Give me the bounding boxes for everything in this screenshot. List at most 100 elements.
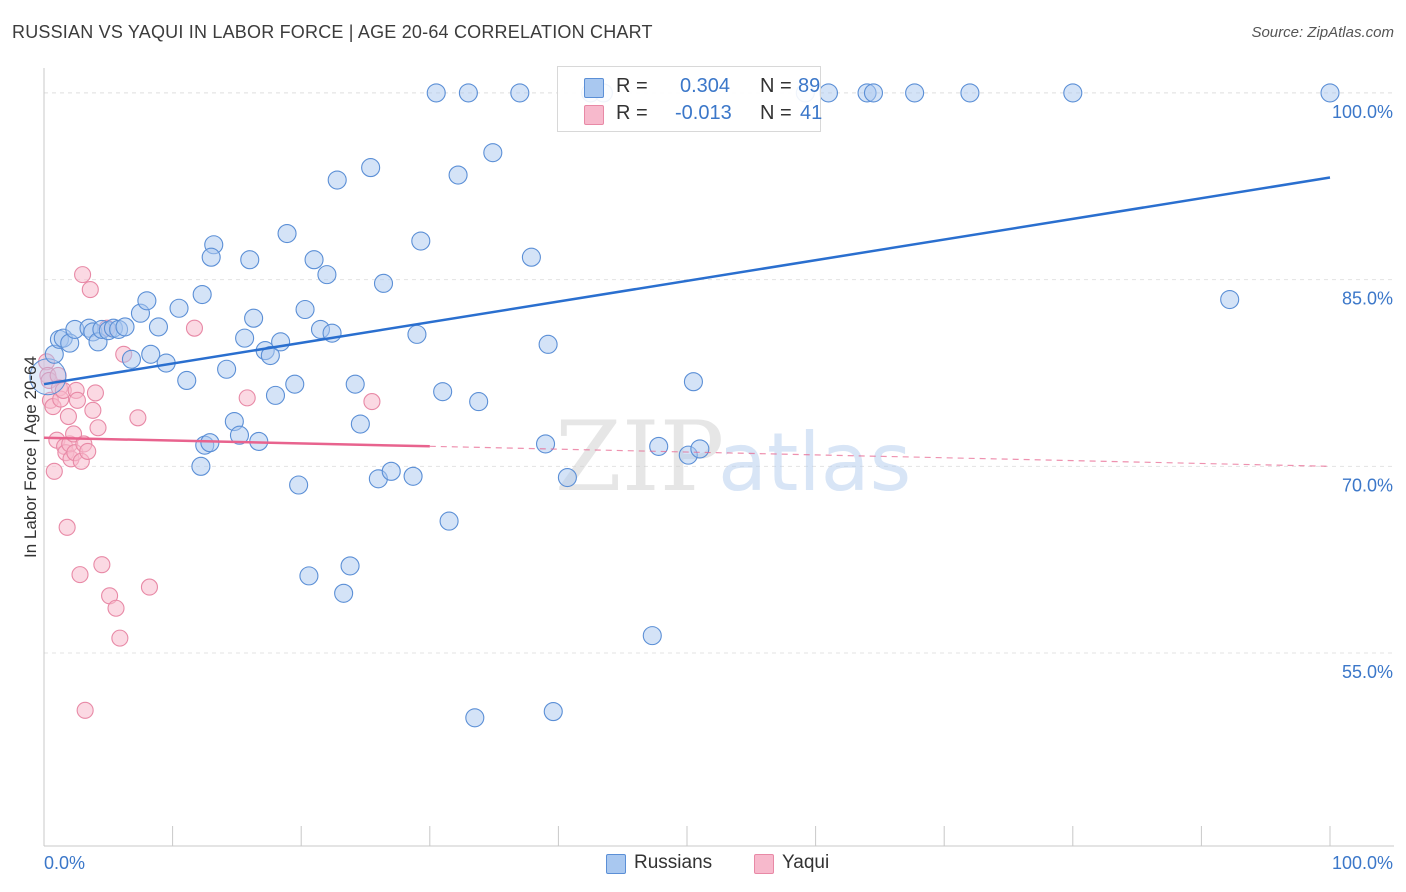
russians-point <box>299 566 319 586</box>
russians-point <box>115 317 135 337</box>
yaqui-trend-line <box>43 436 430 448</box>
yaqui-point <box>140 578 159 596</box>
russians-point <box>458 83 478 103</box>
gridlines <box>44 92 1394 654</box>
yaqui-point <box>84 401 102 419</box>
russians-point <box>439 511 459 531</box>
russians-point <box>557 467 577 488</box>
russians-point <box>649 436 669 456</box>
yaqui-point <box>129 409 147 427</box>
russians-point <box>217 359 237 379</box>
russians-point <box>905 83 925 103</box>
russians-point <box>483 143 503 163</box>
yaqui-point <box>45 462 63 480</box>
russians-point <box>277 224 297 244</box>
y-tick-label: 100.0% <box>1332 102 1393 122</box>
russians-point <box>327 170 347 190</box>
yaqui-point <box>185 319 204 337</box>
russians-point <box>317 265 337 285</box>
russians-point <box>289 475 309 495</box>
russians-point <box>192 285 212 305</box>
russians-point <box>244 308 264 328</box>
russians-point <box>535 434 556 454</box>
yaqui-point <box>107 599 125 617</box>
chart-title: RUSSIAN VS YAQUI IN LABOR FORCE | AGE 20… <box>12 22 653 42</box>
axes <box>43 68 1394 847</box>
legend-r-value: 0.304 <box>680 75 731 97</box>
legend-r-label: R = <box>616 75 648 97</box>
y-axis-label: In Labor Force | Age 20-64 <box>21 356 40 558</box>
russians-point <box>304 250 324 270</box>
russians-point <box>690 439 710 459</box>
russians-point <box>469 392 489 412</box>
yaqui-point <box>76 701 94 719</box>
legend-n-value: 89 <box>798 75 821 97</box>
russians-point <box>543 702 563 722</box>
russians-point <box>863 83 884 103</box>
russians-trend-line <box>43 176 1331 386</box>
russians-point <box>295 299 315 320</box>
y-tick-label: 55.0% <box>1342 662 1393 682</box>
russians-point <box>285 374 305 394</box>
yaqui-point <box>81 281 99 299</box>
russians-point <box>521 247 541 267</box>
russians-point <box>345 374 365 394</box>
russians-point <box>407 324 427 344</box>
y-tick-label: 85.0% <box>1342 289 1393 309</box>
legend-r-value: -0.013 <box>675 102 732 124</box>
russians-point <box>240 250 260 270</box>
series-legend-label: Russians <box>634 852 713 873</box>
russians-point <box>334 583 354 603</box>
trend-lines <box>43 176 1331 467</box>
russians-point <box>340 556 360 576</box>
watermark-atlas: atlas <box>718 416 911 509</box>
yaqui-point <box>59 407 77 426</box>
yaqui-point <box>93 556 111 574</box>
russians-point <box>121 349 141 369</box>
yaqui-point <box>86 384 104 402</box>
russians-point <box>1063 83 1083 103</box>
russians-point <box>426 83 446 103</box>
russians-point <box>538 334 558 354</box>
legend-n-label: N = <box>760 102 792 124</box>
russians-point <box>510 83 530 103</box>
russians-point <box>683 372 703 392</box>
yaqui-point <box>89 419 107 437</box>
russians-swatch <box>606 854 626 874</box>
russians-point <box>1320 83 1340 103</box>
russians-point <box>141 344 161 364</box>
russians-point <box>642 626 662 646</box>
russians-swatch <box>584 78 604 98</box>
russians-point <box>177 370 197 390</box>
yaqui-point <box>111 629 129 647</box>
y-tick-label: 70.0% <box>1342 475 1393 495</box>
russians-point <box>361 158 381 178</box>
russians-point <box>411 231 431 251</box>
legend-n-value: 41 <box>800 102 823 124</box>
russians-point <box>433 382 453 402</box>
yaqui-trend-line-extension <box>429 445 1331 467</box>
x-tick-label: 100.0% <box>1332 853 1393 873</box>
russians-point <box>381 461 401 481</box>
yaqui-point <box>68 391 86 409</box>
russians-point <box>350 414 370 434</box>
russians-point <box>235 328 255 348</box>
series-legend-label: Yaqui <box>782 852 830 873</box>
yaqui-point <box>363 393 381 411</box>
yaqui-swatch <box>754 854 774 874</box>
russians-point <box>265 385 286 405</box>
russians-point <box>229 425 250 445</box>
source-label: Source: ZipAtlas.com <box>1251 24 1394 41</box>
yaqui-point <box>79 442 97 460</box>
russians-points <box>29 83 1340 728</box>
russians-point <box>818 83 839 103</box>
russians-point <box>403 466 423 486</box>
russians-point <box>148 317 169 337</box>
russians-point <box>960 83 980 103</box>
correlation-legend: R = 0.304 N = 89 R = -0.013 N = 41 <box>557 66 823 132</box>
x-tick-label: 0.0% <box>44 853 85 873</box>
russians-point <box>191 456 211 476</box>
russians-point <box>169 298 189 318</box>
tick-labels: 55.0% 70.0% 85.0% 100.0% 0.0% 100.0% <box>44 102 1393 873</box>
